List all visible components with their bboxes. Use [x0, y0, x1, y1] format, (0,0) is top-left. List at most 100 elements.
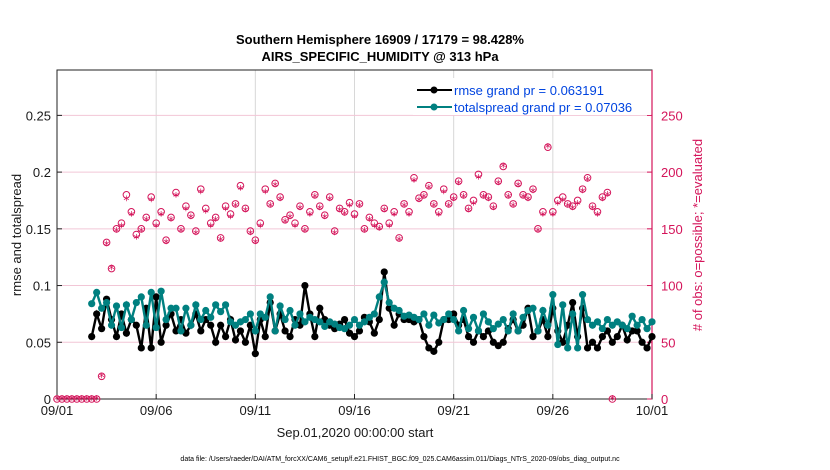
obs-possible-point	[593, 208, 602, 216]
obs-evaluated-point: *	[287, 211, 293, 225]
obs-possible-point	[499, 162, 508, 171]
rmse-point	[648, 333, 656, 341]
totalspread-point	[648, 318, 656, 326]
obs-possible-point	[167, 213, 175, 222]
rmse-point	[380, 268, 388, 276]
totalspread-point	[529, 304, 537, 312]
obs-evaluated-point: *	[54, 393, 60, 407]
obs-evaluated-point: *	[109, 263, 115, 277]
obs-possible-point	[68, 395, 76, 403]
obs-possible-point	[340, 208, 349, 216]
obs-possible-point	[449, 193, 458, 201]
y2-tick-label: 100	[661, 279, 683, 294]
obs-possible-point	[291, 219, 299, 227]
totalspread-point	[509, 310, 517, 318]
obs-evaluated-point: *	[471, 198, 477, 212]
obs-evaluated-point: *	[282, 216, 288, 230]
totalspread-point	[370, 310, 378, 318]
rmse-point	[588, 338, 597, 346]
obs-evaluated-point: *	[104, 239, 110, 253]
rmse-point	[316, 304, 324, 312]
totalspread-point	[603, 315, 611, 324]
obs-possible-point	[127, 208, 136, 216]
y-axis: 0 0.05 0.1 0.15 0.2 0.25	[26, 108, 62, 407]
obs-evaluated-point: *	[585, 174, 591, 188]
y2-tick-label: 0	[661, 392, 668, 407]
totalspread-point	[251, 327, 259, 335]
obs-evaluated-point: *	[550, 209, 556, 223]
obs-evaluated-point: *	[193, 227, 199, 241]
totalspread-point	[440, 315, 448, 324]
obs-evaluated-point: *	[292, 221, 298, 235]
totalspread-point	[147, 288, 155, 296]
totalspread-point	[445, 310, 453, 318]
totalspread-point	[430, 311, 438, 319]
legend-rmse-marker	[430, 86, 438, 94]
obs-evaluated-point: *	[84, 393, 90, 407]
totalspread-point	[162, 315, 170, 324]
rmse-point	[88, 333, 96, 341]
obs-evaluated-point: *	[59, 393, 65, 407]
x-tick-label: 09/26	[537, 403, 570, 418]
obs-evaluated-point: *	[515, 180, 521, 194]
totalspread-point	[484, 318, 492, 326]
rmse-point	[544, 333, 552, 341]
obs-evaluated-point: *	[510, 200, 516, 214]
obs-possible-point	[439, 185, 448, 193]
totalspread-point	[350, 315, 359, 324]
obs-evaluated-point: *	[525, 193, 531, 207]
obs-possible-point	[355, 200, 364, 208]
totalspread-point	[301, 318, 309, 326]
obs-evaluated-point: *	[297, 202, 303, 216]
obs-possible-point	[172, 188, 180, 197]
obs-possible-point	[306, 208, 314, 216]
rmse-point	[633, 327, 641, 335]
obs-evaluated-point: *	[302, 225, 308, 239]
obs-evaluated-point: *	[361, 225, 367, 239]
x-axis-label: Sep.01,2020 00:00:00 start	[277, 425, 434, 440]
obs-evaluated-point: *	[416, 194, 422, 208]
totalspread-point	[137, 293, 145, 301]
rmse-point	[598, 333, 607, 341]
obs-evaluated-point: *	[158, 209, 164, 223]
obs-possible-point	[73, 395, 81, 403]
obs-evaluated-point: *	[431, 200, 437, 214]
x-tick-label: 09/11	[240, 403, 272, 418]
legend-rmse-label: rmse grand pr = 0.063191	[454, 83, 604, 98]
obs-possible-point	[583, 173, 592, 182]
rmse-point	[241, 338, 250, 346]
totalspread-point	[157, 287, 165, 295]
obs-evaluated-point: *	[332, 227, 338, 241]
totalspread-point	[182, 304, 190, 312]
totalspread-point	[88, 300, 96, 308]
obs-possible-point	[92, 395, 101, 403]
obs-possible-point	[296, 202, 304, 210]
rmse-point	[261, 333, 269, 341]
totalspread-point	[207, 313, 215, 321]
obs-possible-point	[182, 202, 190, 210]
obs-evaluated-point: *	[203, 206, 209, 220]
rmse-point	[370, 329, 378, 337]
obs-possible-point	[405, 208, 413, 216]
totalspread-point	[564, 344, 572, 352]
obs-possible-point	[360, 225, 369, 233]
obs-evaluated-point: *	[411, 175, 417, 189]
x-tick-label: 10/01	[636, 403, 669, 418]
totalspread-point	[593, 318, 602, 326]
obs-evaluated-point: *	[381, 205, 387, 219]
obs-evaluated-point: *	[173, 190, 179, 204]
totalspread-point	[469, 313, 478, 321]
obs-evaluated-point: *	[198, 187, 204, 201]
obs-possible-point	[573, 196, 582, 205]
legend: rmse grand pr = 0.063191 totalspread gra…	[413, 78, 651, 115]
obs-possible-point	[216, 234, 225, 242]
obs-possible-point	[598, 193, 607, 201]
obs-possible-point	[102, 238, 111, 247]
obs-possible-point	[142, 213, 151, 222]
obs-possible-point	[544, 143, 552, 151]
y2-tick-label: 150	[661, 222, 683, 237]
obs-possible-point	[311, 190, 319, 199]
obs-possible-point	[474, 170, 483, 179]
totalspread-point	[549, 291, 557, 299]
obs-possible-point	[385, 219, 394, 227]
